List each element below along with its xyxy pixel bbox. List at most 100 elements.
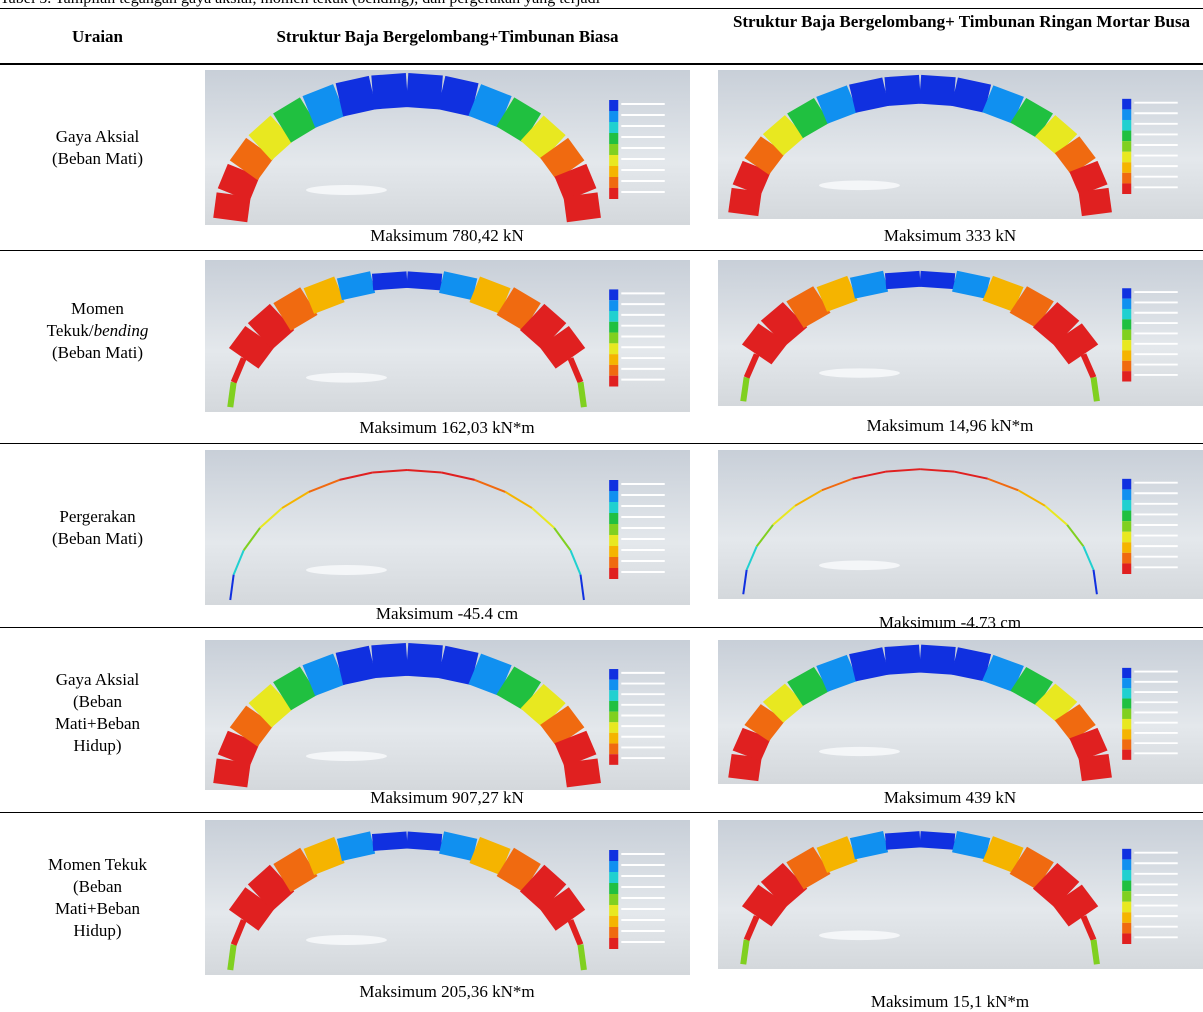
arch-segment [955,661,988,668]
label-text: Hidup) [73,736,121,755]
result-image [718,70,1203,219]
label-line: Gaya Aksial [0,126,195,148]
result-image [718,820,1203,969]
arch-segment [757,145,773,167]
label-line: Momen Tekuk [0,854,195,876]
arch-segment [339,282,372,289]
page: Tabel 5. Tampilan tegangan gaya aksial, … [0,0,1203,1010]
arch-segment [230,945,233,970]
label-line: Mati+Beban [0,898,195,920]
arch-segment [309,850,340,862]
arch-segment [234,170,244,194]
arch-segment [795,299,822,314]
arch-segment [757,712,773,733]
arch-segment [230,195,233,220]
arch-segment [822,288,853,299]
arch-segment [1045,694,1067,712]
image-caption: Maksimum 333 kN [700,226,1200,246]
label-text: Hidup) [73,921,121,940]
arch-segment [282,862,309,878]
label-line: (Beban Mati) [0,528,195,550]
arch-segment [955,842,988,849]
result-image [205,450,690,605]
arch-segment [1018,679,1045,694]
table-rule [0,250,1203,251]
table-rule [0,627,1203,628]
image-caption: Maksimum 439 kN [700,788,1200,808]
arch-segment [475,100,506,112]
arch-segment [373,90,407,92]
header-cell: Struktur Baja Bergelombang+ Timbunan Rin… [720,12,1203,32]
label-line: Momen [0,298,195,320]
label-text: (Beban [73,692,122,711]
arch-segment [244,148,260,170]
arch-segment [920,279,954,281]
arch-segment [260,128,282,148]
arch-segment [1083,733,1093,756]
arch-segment [475,669,506,681]
arch-segment [339,842,372,849]
arch-segment [822,849,853,861]
arch-segment [773,315,795,334]
arch-segment [244,898,260,920]
arch-segment [886,279,920,281]
label-line: (Beban Mati) [0,148,195,170]
arch-segment [1094,940,1097,964]
arch-segment [475,850,506,862]
header-cell: Uraian [0,27,195,47]
arch-segment [309,669,340,681]
label-line: Hidup) [0,920,195,942]
arch-segment [1018,860,1045,876]
label-text: Gaya Aksial [56,127,140,146]
arch-segment [1067,712,1083,733]
arch-segment [1067,333,1083,354]
arch-segment [505,862,532,878]
arch-segment [505,112,532,128]
arch-segment [282,301,309,317]
arch-segment [747,733,757,756]
arch-segment [886,89,920,91]
result-image [718,260,1203,406]
arch-segment [260,317,282,336]
result-image [205,820,690,975]
arch-segment [442,282,475,289]
arch-segment [570,737,580,761]
arch-segment [532,878,554,898]
arch-segment [920,89,954,91]
arch-segment [442,662,475,669]
result-image [205,260,690,412]
arch-segment [339,92,372,99]
arch-segment [505,301,532,317]
arch-segment [988,668,1019,679]
arch-segment [852,842,885,849]
arch-segment [442,92,475,99]
arch-segment [554,715,570,737]
label-line: Hidup) [0,735,195,757]
arch-segment [852,92,885,99]
result-image [718,640,1203,784]
label-text: Pergerakan [59,507,135,526]
image-caption: Maksimum 14,96 kN*m [700,416,1200,436]
arch-segment [373,840,407,842]
arch-segment [309,289,340,301]
label-line: Gaya Aksial [0,669,195,691]
label-line: (Beban [0,876,195,898]
arch-segment [795,679,822,694]
arch-segment [1094,756,1097,780]
arch-segment [1094,377,1097,401]
arch-segment [230,382,233,407]
label-text: Momen [71,299,124,318]
arch-segment [988,288,1019,299]
arch-segment [795,860,822,876]
arch-segment [260,878,282,898]
result-image [718,450,1203,599]
arch-segment [407,840,441,842]
arch-segment [554,898,570,920]
arch-segment [757,895,773,917]
arch-segment [373,280,407,282]
header-cell: Struktur Baja Bergelombang+Timbunan Bias… [195,27,700,47]
arch-segment [244,336,260,358]
arch-segment [920,839,954,841]
